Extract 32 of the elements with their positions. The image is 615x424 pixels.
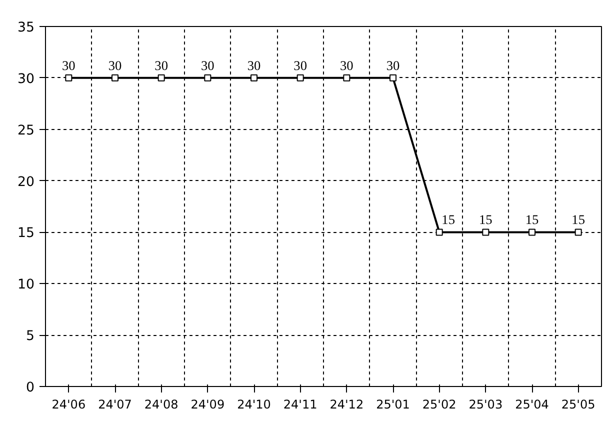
data-label: 30 xyxy=(201,58,215,73)
data-label: 30 xyxy=(247,58,261,73)
y-tick-label: 10 xyxy=(18,278,35,293)
x-tick-label: 24'06 xyxy=(52,398,86,412)
y-tick-label: 0 xyxy=(26,380,35,396)
data-label: 30 xyxy=(154,58,168,73)
x-tick-label: 25'02 xyxy=(422,398,456,412)
x-tick-label: 24'10 xyxy=(237,398,271,412)
x-tick-label: 24'11 xyxy=(283,398,318,412)
y-tick-label: 35 xyxy=(18,20,35,36)
x-tick-label: 25'03 xyxy=(468,398,503,412)
data-label: 30 xyxy=(108,58,122,73)
x-tick-label: 24'08 xyxy=(144,398,178,412)
y-tick-label: 25 xyxy=(18,123,35,138)
x-tick-label: 24'09 xyxy=(190,398,225,412)
x-tick-label: 25'04 xyxy=(515,398,549,412)
data-label: 30 xyxy=(386,58,400,73)
data-label: 15 xyxy=(479,212,493,228)
y-tick-label: 20 xyxy=(18,174,35,190)
x-tick-label: 25'05 xyxy=(561,398,596,412)
data-label: 30 xyxy=(294,58,308,73)
x-tick-label: 25'01 xyxy=(376,398,410,412)
x-tick-label: 24'07 xyxy=(98,398,132,412)
y-tick-label: 5 xyxy=(26,329,35,344)
data-label: 30 xyxy=(340,58,354,73)
data-label: 30 xyxy=(62,58,76,73)
y-tick-label: 30 xyxy=(18,72,35,87)
data-label: 15 xyxy=(525,212,539,228)
y-tick-label: 15 xyxy=(18,226,35,242)
x-tick-label: 24'12 xyxy=(330,398,364,412)
data-label: 15 xyxy=(442,212,456,228)
data-label: 15 xyxy=(572,212,586,228)
